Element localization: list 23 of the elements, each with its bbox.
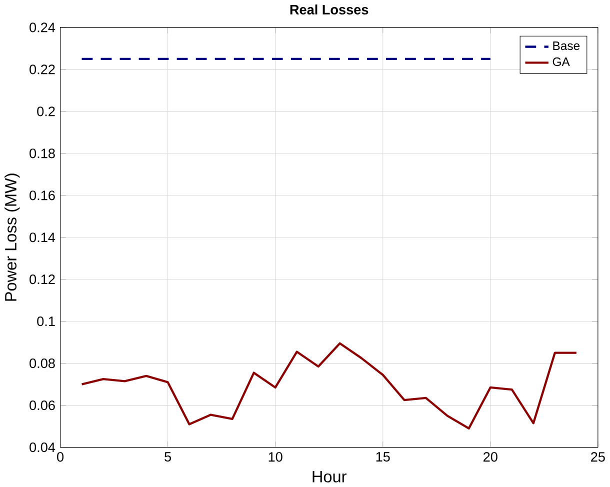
x-tick-label: 10 — [268, 452, 282, 462]
y-axis-title: Power Loss (MW) — [4, 174, 20, 301]
legend-label: GA — [552, 57, 570, 66]
y-tick-label: 0.22 — [30, 64, 55, 74]
x-tick-label: 20 — [484, 452, 498, 462]
line-series — [80, 342, 578, 430]
y-tick-label: 0.08 — [30, 358, 55, 368]
x-tick-label: 25 — [591, 452, 605, 462]
x-tick-label: 5 — [164, 452, 172, 462]
chart-title: Real Losses — [290, 4, 368, 15]
y-tick-label: 0.06 — [30, 400, 55, 410]
y-tick-label: 0.2 — [37, 106, 55, 116]
x-axis-title: Hour — [312, 471, 346, 482]
legend-label: Base — [553, 42, 580, 50]
y-tick-label: 0.18 — [30, 148, 55, 158]
y-tick-label: 0.24 — [30, 22, 56, 32]
y-tick-label: 0.16 — [30, 190, 55, 200]
x-tick-label: 0 — [57, 452, 64, 462]
x-tick-label: 15 — [376, 452, 390, 462]
y-tick-label: 0.12 — [30, 274, 55, 284]
y-tick-label: 0.14 — [30, 232, 56, 242]
y-tick-label: 0.1 — [37, 316, 55, 326]
y-tick-label: 0.04 — [30, 442, 56, 452]
